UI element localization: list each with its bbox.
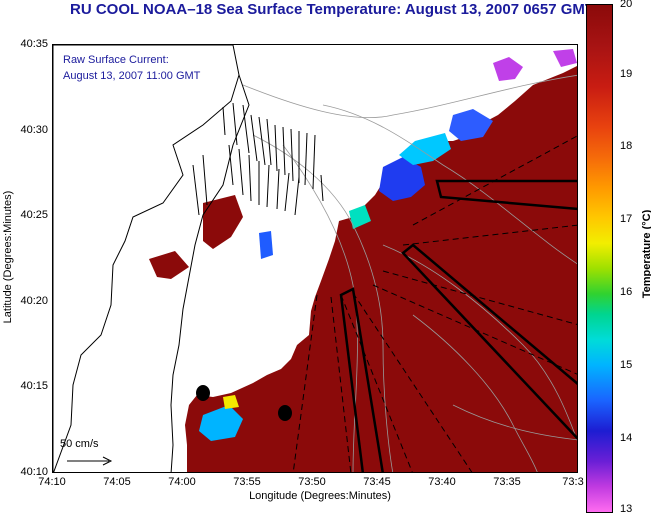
- cool-filament-mid: [399, 133, 451, 165]
- barrier-island: [170, 74, 250, 472]
- sst-map-panel[interactable]: [52, 44, 578, 473]
- colorbar-tick-label: 13: [620, 503, 633, 515]
- scale-arrow: [67, 456, 113, 466]
- colorbar-tick-label: 17: [620, 213, 633, 225]
- x-tick-label: 73:45: [363, 476, 391, 488]
- cool-filament-east: [449, 109, 493, 141]
- current-annotation-line1: Raw Surface Current:: [63, 54, 169, 66]
- x-tick-label: 74:05: [103, 476, 131, 488]
- x-tick-label: 74:00: [168, 476, 196, 488]
- sst-map: [53, 45, 577, 472]
- land-mass: [53, 45, 240, 472]
- y-tick-label: 40:15: [20, 380, 48, 392]
- y-tick-label: 40:25: [20, 209, 48, 221]
- colorbar-tick-label: 19: [620, 68, 633, 80]
- x-tick-label: 73:3: [562, 476, 584, 488]
- scale-label: 50 cm/s: [60, 438, 99, 450]
- radar-site-south: [278, 405, 292, 421]
- colorbar-tick-label: 20: [620, 0, 633, 10]
- y-axis-label: Latitude (Degrees:Minutes): [2, 190, 14, 324]
- cool-filament-north: [379, 157, 425, 201]
- warm-water-bay-south: [149, 251, 189, 279]
- x-tick-label: 73:35: [493, 476, 521, 488]
- x-axis-label: Longitude (Degrees:Minutes): [249, 490, 391, 502]
- warm-water-area: [185, 66, 577, 472]
- current-vectors: [192, 102, 324, 216]
- colorbar-tick-label: 14: [620, 432, 633, 444]
- colorbar-tick-label: 15: [620, 359, 633, 371]
- y-tick-label: 40:30: [20, 124, 48, 136]
- colorbar-tick-label: 16: [620, 286, 633, 298]
- x-tick-label: 73:55: [233, 476, 261, 488]
- colorbar-label: Temperature (°C): [641, 209, 651, 299]
- cool-spot-south: [199, 405, 243, 441]
- colorbar-tick-label: 18: [620, 140, 633, 152]
- warm-water-bay: [203, 195, 243, 249]
- y-tick-label: 40:20: [20, 295, 48, 307]
- cool-spot-south-yellow: [223, 395, 239, 409]
- y-tick-label: 40:35: [20, 38, 48, 50]
- current-annotation-line2: August 13, 2007 11:00 GMT: [63, 70, 201, 82]
- x-tick-label: 73:40: [428, 476, 456, 488]
- map-title: RU COOL NOAA–18 Sea Surface Temperature:…: [70, 1, 595, 18]
- cool-filament-violet2: [553, 49, 577, 67]
- x-tick-label: 73:50: [298, 476, 326, 488]
- cool-filament-teal: [349, 205, 371, 229]
- cool-spot-bay: [259, 231, 273, 259]
- radar-site-north: [196, 385, 210, 401]
- study-boxes: [339, 179, 577, 472]
- y-tick-label: 40:10: [20, 466, 48, 478]
- temperature-colorbar: [586, 4, 613, 513]
- cool-filament-violet: [493, 57, 523, 81]
- x-tick-label: 74:10: [38, 476, 66, 488]
